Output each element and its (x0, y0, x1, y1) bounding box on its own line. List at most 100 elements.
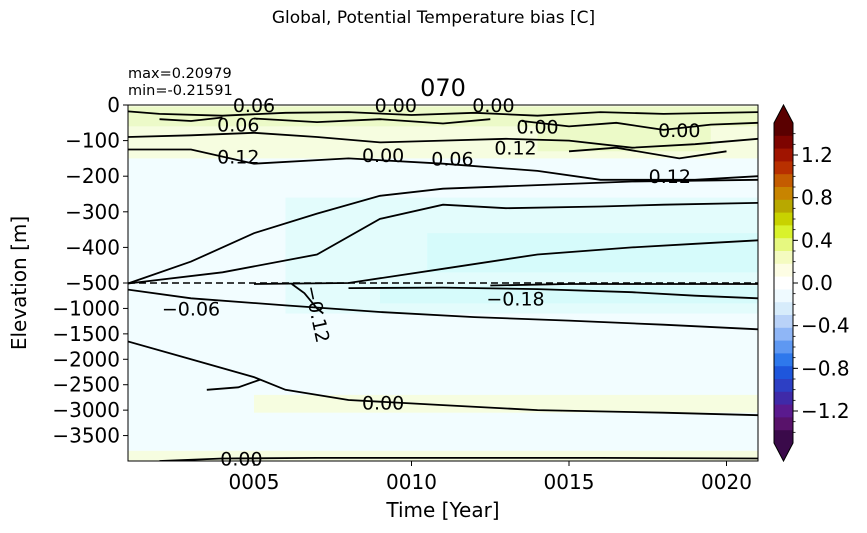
colorbar-segment (774, 340, 793, 354)
colorbar-segment (774, 391, 793, 405)
contour-line-3 (521, 120, 758, 131)
field-band-6 (380, 286, 758, 304)
colorbar-tick-label: −0.8 (801, 356, 850, 380)
contour-line-8 (128, 202, 758, 285)
colorbar-tick-label: 0.4 (801, 228, 833, 252)
colorbar-segment (774, 212, 793, 226)
colorbar-segment (774, 225, 793, 239)
field-band-5 (427, 233, 758, 273)
y-tick-label: −300 (65, 200, 120, 224)
colorbar-segment (774, 404, 793, 418)
contour-line-4 (128, 131, 758, 149)
colorbar-ticks: 1.2 0.8 0.4 0.0 −0.4 −0.8 −1.2 (793, 133, 850, 433)
colorbar-segment (774, 276, 793, 290)
y-tick-label: −200 (65, 164, 120, 188)
contour-line-2 (253, 117, 491, 125)
contour-line-16 (159, 457, 758, 461)
colorbar-segment (774, 302, 793, 316)
colorbar-tick-label: 1.2 (801, 143, 833, 167)
colorbar-segment (774, 187, 793, 201)
colorbar-extend-min (774, 443, 793, 461)
x-tick-label: 0020 (701, 470, 752, 494)
colorbar (773, 103, 794, 463)
colorbar-segment (774, 366, 793, 380)
y-tick-label: −1500 (52, 322, 120, 346)
colorbar-segment (774, 430, 793, 444)
x-tick-label: 0015 (544, 470, 595, 494)
stats-min: min=-0.21591 (128, 83, 233, 99)
y-axis-ticks: 0 −100 −200 −300 −400 −500−1000−1500−2000−250… (52, 93, 128, 448)
y-tick-label: −2500 (52, 373, 120, 397)
contour-line-1 (159, 116, 223, 122)
contour-label: 0.06 (233, 95, 275, 117)
contour-label: 0.00 (362, 145, 404, 167)
contour-line-7 (128, 178, 758, 285)
x-axis-label: Time [Year] (385, 498, 499, 522)
contour-labels: 0.06 0.00 0.000.06 0.00 0.000.12 0.00 0.06 0.12… (162, 95, 701, 471)
colorbar-segment (774, 135, 793, 149)
figure-suptitle: Global, Potential Temperature bias [C] (271, 8, 596, 28)
y-tick-label: −500 (65, 271, 120, 295)
contour-label: 0.12 (649, 166, 691, 188)
y-tick-label: −400 (65, 235, 120, 259)
colorbar-extend-max (774, 105, 793, 123)
colorbar-segment (774, 289, 793, 303)
y-tick-label: −2000 (52, 347, 120, 371)
colorbar-segment (774, 238, 793, 252)
colorbar-segment (774, 353, 793, 367)
field-band-7 (254, 394, 758, 413)
contour-label: −0.18 (486, 288, 544, 310)
colorbar-segment (774, 263, 793, 277)
x-tick-label: 0005 (229, 470, 280, 494)
y-axis-label: Elevation [m] (7, 216, 31, 350)
contour-label: 0.00 (472, 95, 514, 117)
colorbar-segment (774, 161, 793, 175)
contour-line-6 (128, 148, 758, 181)
colorbar-segment (774, 327, 793, 341)
contour-label: 0.12 (494, 138, 536, 160)
contour-line-14 (128, 340, 758, 417)
colorbar-tick-label: −1.2 (801, 399, 850, 423)
y-tick-label: 0 (107, 93, 120, 117)
chart-title: 070 (420, 74, 466, 102)
contour-label: 0.00 (220, 449, 262, 471)
contour-label: 0.06 (431, 148, 473, 170)
contour-line-10 (128, 288, 758, 331)
colorbar-tick-label: −0.4 (801, 314, 850, 338)
contour-line-0 (128, 110, 758, 117)
colorbar-segment (774, 417, 793, 431)
contour-label: −0.06 (162, 298, 220, 320)
contour-lines (128, 110, 758, 461)
colorbar-segment (774, 379, 793, 393)
colorbar-segment (774, 123, 793, 137)
contour-label: 0.00 (362, 393, 404, 415)
colorbar-segment (774, 148, 793, 162)
x-axis-ticks: 0005 0010 0015 0020 (229, 461, 752, 494)
stats-max: max=0.20979 (128, 66, 232, 82)
contour-line-11 (348, 286, 758, 300)
y-tick-label: −100 (65, 129, 120, 153)
field-band-8 (128, 450, 758, 461)
contour-label: 0.00 (375, 95, 417, 117)
colorbar-outline (773, 103, 794, 463)
colorbar-segment (774, 251, 793, 265)
x-tick-label: 0010 (386, 470, 437, 494)
contour-label: 0.12 (217, 147, 259, 169)
colorbar-tick-label: 0.8 (801, 186, 833, 210)
heatmap-field (128, 105, 758, 461)
stats-box: max=0.20979 min=-0.21591 (128, 66, 233, 100)
colorbar-segment (774, 315, 793, 329)
y-tick-label: −3000 (52, 398, 120, 422)
contour-line-12 (490, 283, 758, 287)
contour-label: 0.00 (516, 116, 558, 138)
y-tick-label: −3500 (52, 424, 120, 448)
y-tick-label: −1000 (52, 296, 120, 320)
contour-line-5 (568, 146, 727, 160)
contour-label: 0.06 (217, 115, 259, 137)
colorbar-segment (774, 174, 793, 188)
contour-line-15 (206, 378, 261, 391)
contour-label: 0.00 (658, 120, 700, 142)
colorbar-tick-label: 0.0 (801, 271, 833, 295)
contour-line-13 (291, 283, 324, 315)
